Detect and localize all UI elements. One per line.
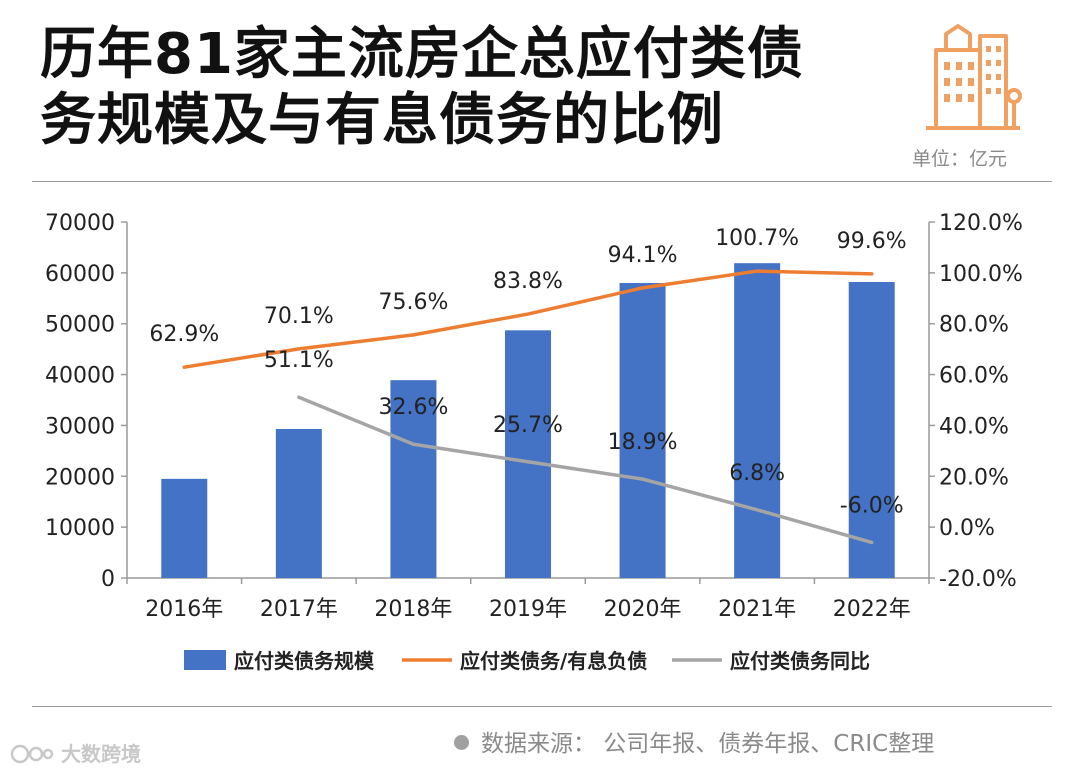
x-tick-label: 2021年: [718, 597, 796, 622]
x-tick-label: 2017年: [260, 597, 338, 622]
yoy-data-label: 25.7%: [493, 413, 563, 438]
bar-2019年: [505, 330, 551, 578]
y-left-tick-label: 70000: [45, 211, 115, 236]
ratio-data-label: 99.6%: [837, 229, 907, 254]
bar-2018年: [390, 380, 437, 578]
y-right-tick-label: 20.0%: [939, 465, 1009, 490]
y-left-tick-label: 20000: [45, 465, 115, 490]
ratio-data-label: 83.8%: [493, 269, 563, 294]
bar-2022年: [848, 282, 895, 578]
ratio-data-label: 70.1%: [264, 304, 334, 329]
title-line-1: 历年81家主流房企总应付类债: [40, 22, 804, 87]
top-divider: [32, 181, 1052, 182]
combo-chart: 0 10000 20000 30000 40000 50000 60000 70000 -20.…: [45, 211, 1023, 673]
legend-yoy-label: 应付类债务同比: [730, 649, 870, 673]
y-left-tick-label: 40000: [45, 364, 115, 389]
legend-bar-label: 应付类债务规模: [234, 649, 375, 673]
x-tick-label: 2020年: [604, 597, 682, 622]
bottom-divider: [32, 706, 1052, 707]
y-left-tick-label: 0: [101, 567, 115, 592]
ratio-data-label: 62.9%: [149, 322, 219, 347]
yoy-line: [297, 395, 874, 545]
ratio-line: [182, 269, 874, 369]
chart-title: 历年81家主流房企总应付类债 务规模及与有息债务的比例: [40, 22, 804, 154]
bar-2021年: [734, 263, 781, 578]
x-tick-label: 2018年: [374, 597, 452, 622]
y-left-tick-label: 60000: [45, 262, 115, 287]
ratio-data-label: 94.1%: [608, 243, 678, 268]
bar-2016年: [161, 478, 208, 578]
y-right-tick-label: 120.0%: [939, 211, 1023, 236]
brand-name: 大数跨境: [60, 742, 141, 766]
y-left-tick-label: 50000: [45, 313, 115, 338]
yoy-data-label: 32.6%: [378, 395, 448, 420]
y-right-tick-label: 80.0%: [939, 313, 1009, 338]
y-right-tick-label: 40.0%: [939, 414, 1009, 439]
y-right-tick-label: 0.0%: [939, 516, 995, 541]
ratio-data-label: 100.7%: [715, 226, 799, 251]
yoy-data-label: 51.1%: [264, 348, 334, 373]
bar-2017年: [275, 428, 322, 578]
bullet-icon: [454, 735, 469, 750]
bar-2020年: [619, 283, 666, 578]
y-right-tick-label: -20.0%: [939, 567, 1017, 592]
brand-watermark: 大数跨境: [10, 738, 141, 767]
x-tick-label: 2016年: [145, 597, 223, 622]
brand-logo-icon: [10, 744, 54, 764]
source-text: 数据来源： 公司年报、债券年报、CRIC整理: [481, 731, 935, 757]
y-left-tick-label: 30000: [45, 414, 115, 439]
unit-label: 单位：亿元: [912, 148, 1008, 170]
title-line-2: 务规模及与有息债务的比例: [40, 88, 724, 153]
legend-ratio-label: 应付类债务/有息负债: [460, 649, 647, 673]
x-tick-label: 2019年: [489, 597, 567, 622]
y-left-tick-label: 10000: [45, 516, 115, 541]
buildings-icon: [926, 24, 1022, 130]
y-right-tick-label: 100.0%: [939, 262, 1023, 287]
ratio-data-label: 75.6%: [378, 290, 448, 315]
legend-bar-swatch: [184, 650, 226, 670]
y-right-tick-label: 60.0%: [939, 364, 1009, 389]
yoy-data-label: 6.8%: [729, 461, 785, 486]
data-source: 数据来源： 公司年报、债券年报、CRIC整理: [454, 724, 934, 758]
yoy-data-label: 18.9%: [608, 430, 678, 455]
x-tick-label: 2022年: [833, 597, 911, 622]
yoy-data-label: -6.0%: [840, 493, 904, 518]
